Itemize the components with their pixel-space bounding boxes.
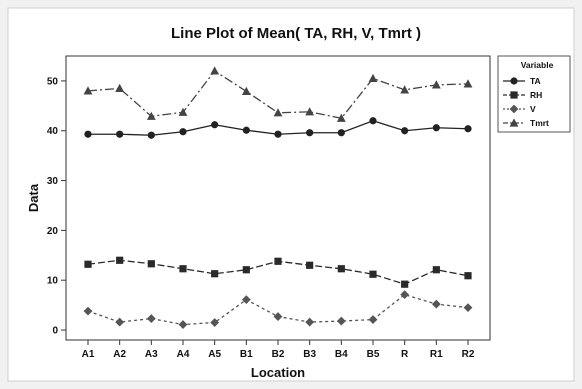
data-point-tmrt <box>463 79 473 88</box>
x-tick-label: R1 <box>430 349 443 360</box>
legend-label: V <box>530 104 536 114</box>
data-point-rh <box>401 280 409 288</box>
y-tick-label: 50 <box>47 76 59 87</box>
y-tick-label: 0 <box>52 326 58 337</box>
legend-label: TA <box>530 76 541 86</box>
legend-marker-v <box>509 104 519 114</box>
data-point-ta <box>116 130 124 138</box>
data-point-rh <box>116 256 124 264</box>
data-point-v <box>273 312 283 321</box>
data-point-v <box>368 315 378 324</box>
series-layer <box>83 66 473 329</box>
y-axis-label: Data <box>26 183 41 212</box>
data-point-rh <box>369 270 377 278</box>
y-tick-label: 40 <box>47 126 59 137</box>
legend-marker-tmrt <box>509 118 519 127</box>
x-axis: A1 A2 A3 A4 A5 B1 B2 B3 B4 B5 R R1 R2 <box>82 340 475 360</box>
series-tmrt <box>83 66 473 122</box>
legend-box <box>497 55 571 133</box>
data-point-ta <box>464 125 472 133</box>
data-point-ta <box>306 129 314 137</box>
y-tick-label: 20 <box>47 226 59 237</box>
data-point-rh <box>337 265 345 273</box>
data-point-v <box>241 295 251 305</box>
series-ta <box>84 117 472 139</box>
x-tick-label: A1 <box>82 349 95 360</box>
data-point-tmrt <box>83 86 93 95</box>
data-point-rh <box>211 270 219 278</box>
x-tick-label: A4 <box>177 349 190 360</box>
data-point-tmrt <box>146 111 156 120</box>
x-tick-label: B5 <box>367 349 380 360</box>
data-point-v <box>83 306 93 316</box>
x-tick-label: R <box>401 349 409 360</box>
data-point-tmrt <box>273 108 283 117</box>
data-point-v <box>463 303 473 313</box>
x-tick-label: B1 <box>240 349 253 360</box>
x-tick-label: A3 <box>145 349 158 360</box>
data-point-tmrt <box>336 113 346 122</box>
chart-title: Line Plot of Mean( TA, RH, V, Tmrt ) <box>171 25 421 42</box>
data-point-v <box>115 317 125 327</box>
data-point-v <box>146 314 156 323</box>
data-point-ta <box>369 117 377 125</box>
legend-marker-ta <box>510 77 518 85</box>
data-point-rh <box>432 266 440 274</box>
data-point-ta <box>432 124 440 132</box>
y-tick-label: 30 <box>47 176 59 187</box>
x-tick-label: B2 <box>272 349 285 360</box>
data-point-rh <box>464 272 472 280</box>
data-point-rh <box>274 257 282 265</box>
data-point-v <box>400 290 410 300</box>
data-point-ta <box>242 126 250 134</box>
x-tick-label: B3 <box>303 349 316 360</box>
data-point-tmrt <box>400 85 410 94</box>
data-point-tmrt <box>431 80 441 89</box>
legend-title: Variable <box>521 60 554 70</box>
y-tick-label: 10 <box>47 276 59 287</box>
x-axis-label: Location <box>251 365 305 380</box>
y-axis: 0 10 20 30 40 50 <box>47 76 66 337</box>
data-point-rh <box>147 260 155 268</box>
data-point-rh <box>306 261 314 269</box>
data-point-v <box>431 299 441 309</box>
data-point-rh <box>242 266 250 274</box>
data-point-v <box>210 318 220 327</box>
data-point-tmrt <box>115 83 125 92</box>
legend-label: RH <box>530 90 542 100</box>
data-point-rh <box>179 265 187 273</box>
plot-area <box>65 55 491 341</box>
x-tick-label: R2 <box>462 349 475 360</box>
legend-marker-rh <box>510 91 518 99</box>
data-point-ta <box>179 128 187 136</box>
data-point-ta <box>147 131 155 139</box>
data-point-rh <box>84 260 92 268</box>
x-tick-label: A5 <box>208 349 221 360</box>
data-point-v <box>336 316 346 326</box>
x-tick-label: A2 <box>113 349 126 360</box>
data-point-tmrt <box>368 73 378 83</box>
data-point-ta <box>84 130 92 138</box>
data-point-ta <box>211 121 219 129</box>
data-point-ta <box>337 129 345 137</box>
data-point-ta <box>274 130 282 138</box>
series-v <box>83 290 473 329</box>
data-point-ta <box>401 127 409 135</box>
series-rh <box>84 256 472 288</box>
data-point-tmrt <box>305 107 315 116</box>
data-point-tmrt <box>241 86 251 95</box>
legend-label: Tmrt <box>530 118 549 128</box>
data-point-tmrt <box>210 66 220 75</box>
data-point-v <box>305 317 315 327</box>
legend: Variable TA RH V Tmrt <box>497 55 571 133</box>
data-point-v <box>178 320 188 329</box>
x-tick-label: B4 <box>335 349 348 360</box>
data-point-tmrt <box>178 107 188 116</box>
